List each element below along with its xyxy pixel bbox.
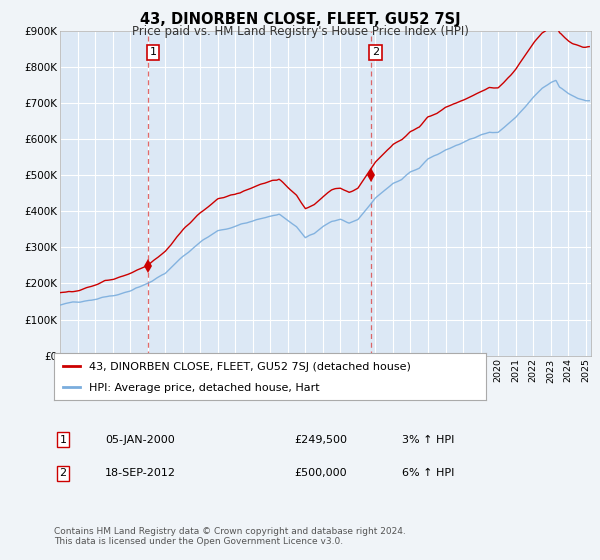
Text: 1: 1 (149, 48, 157, 58)
Text: 05-JAN-2000: 05-JAN-2000 (105, 435, 175, 445)
Text: 1: 1 (59, 435, 67, 445)
Text: 43, DINORBEN CLOSE, FLEET, GU52 7SJ (detached house): 43, DINORBEN CLOSE, FLEET, GU52 7SJ (det… (89, 362, 410, 372)
Text: 3% ↑ HPI: 3% ↑ HPI (402, 435, 454, 445)
Text: 43, DINORBEN CLOSE, FLEET, GU52 7SJ: 43, DINORBEN CLOSE, FLEET, GU52 7SJ (140, 12, 460, 27)
Text: Contains HM Land Registry data © Crown copyright and database right 2024.
This d: Contains HM Land Registry data © Crown c… (54, 526, 406, 546)
Text: Price paid vs. HM Land Registry's House Price Index (HPI): Price paid vs. HM Land Registry's House … (131, 25, 469, 38)
Text: 2: 2 (59, 468, 67, 478)
Text: £249,500: £249,500 (294, 435, 347, 445)
Text: 2: 2 (372, 48, 379, 58)
Text: 6% ↑ HPI: 6% ↑ HPI (402, 468, 454, 478)
Text: HPI: Average price, detached house, Hart: HPI: Average price, detached house, Hart (89, 383, 319, 393)
Text: 18-SEP-2012: 18-SEP-2012 (105, 468, 176, 478)
Text: £500,000: £500,000 (294, 468, 347, 478)
